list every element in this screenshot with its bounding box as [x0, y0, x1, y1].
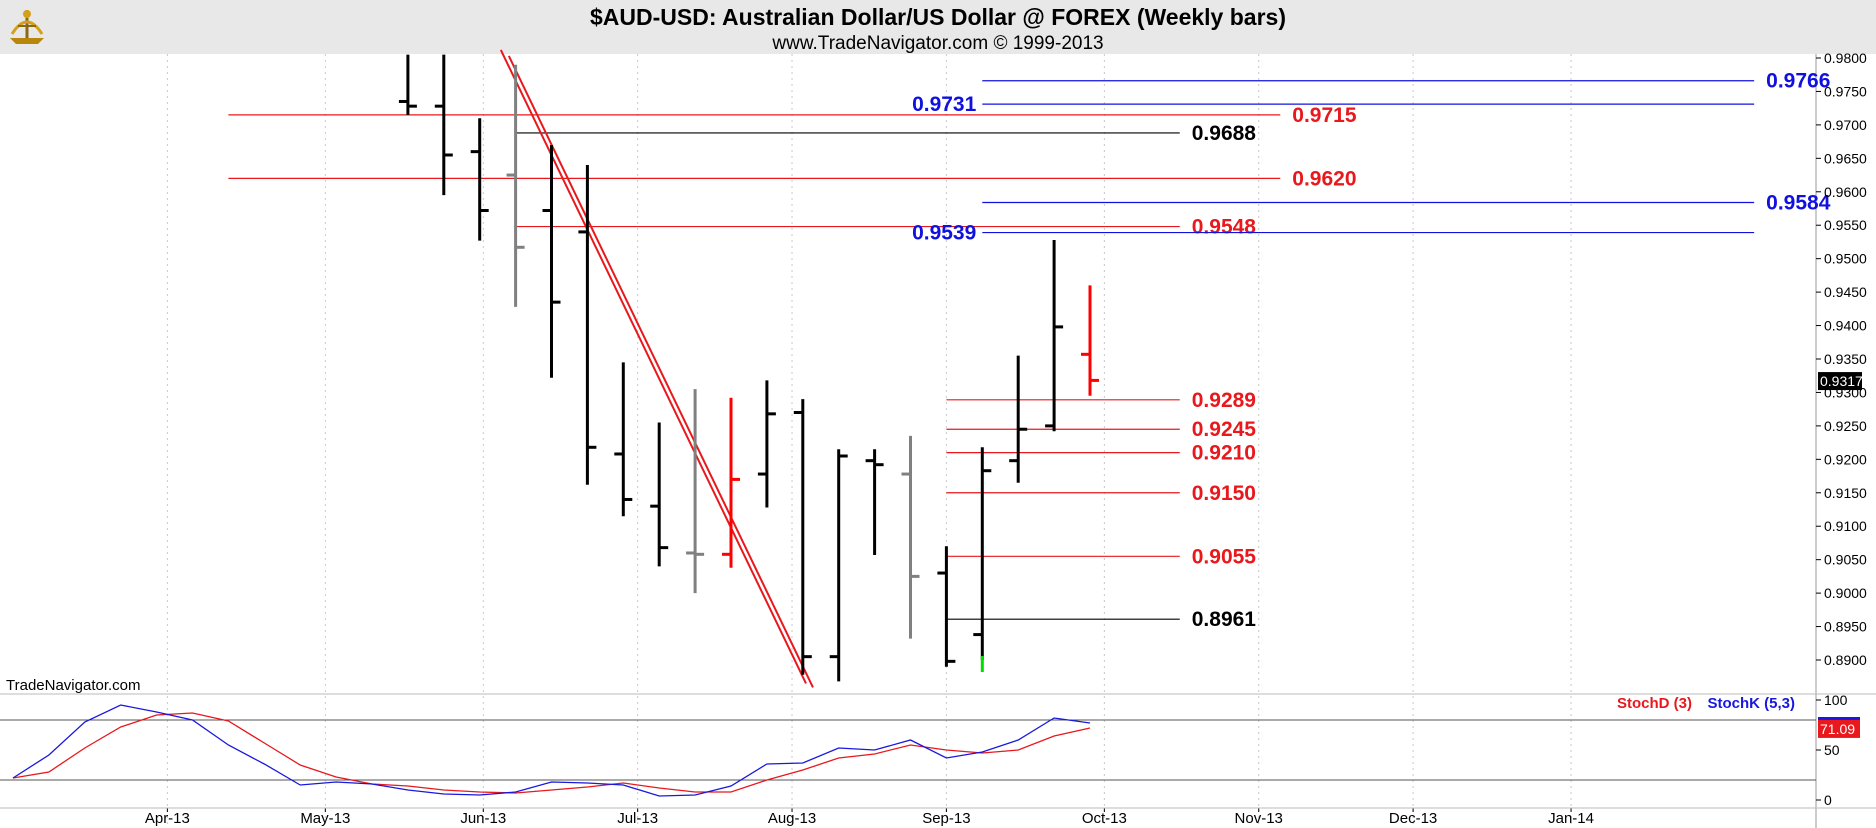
time-tick-label: Jun-13 — [460, 810, 506, 827]
time-axis: Apr-13 May-13 Jun-13 Jul-13 Aug-13 Sep-13 Oct-… — [0, 807, 1876, 827]
price-tick-label: 0.9750 — [1824, 83, 1867, 99]
time-tick-label: Aug-13 — [768, 810, 816, 827]
levels-layer: 0.9766 0.9731 0.9715 0.9688 0.9620 0.9584 0.95… — [228, 70, 1831, 631]
stoch-k-marker — [1818, 717, 1860, 721]
chart-title: $AUD-USD: Australian Dollar/US Dollar @ … — [590, 4, 1286, 30]
sextant-logo-icon — [4, 4, 50, 48]
price-tick-label: 0.9200 — [1824, 451, 1867, 467]
level-label: 0.9210 — [1192, 442, 1256, 465]
level-label: 0.9731 — [912, 93, 977, 116]
stoch-tick-label: 50 — [1824, 742, 1840, 758]
time-tick-label: Dec-13 — [1389, 810, 1437, 827]
stoch-value-box — [1818, 719, 1860, 738]
level-label: 0.9245 — [1192, 418, 1257, 441]
time-tick-label: Sep-13 — [922, 810, 970, 827]
time-tick-label: Jul-13 — [617, 810, 658, 827]
stochastic-panel: 100 50 0 71.09 — [0, 692, 1860, 808]
last-price-label: 0.9317 — [1820, 373, 1863, 389]
time-tick-label: Oct-13 — [1082, 810, 1127, 827]
price-tick-label: 0.9450 — [1824, 284, 1867, 300]
price-axis: 0.9800 0.9750 0.9700 0.9650 0.9600 0.9550 0.95… — [1816, 50, 1867, 668]
price-tick-label: 0.9150 — [1824, 485, 1867, 501]
time-tick-label: Apr-13 — [145, 810, 190, 827]
stoch-d-line — [12, 712, 1091, 794]
price-tick-label: 0.9500 — [1824, 251, 1867, 267]
level-label: 0.8961 — [1192, 608, 1257, 631]
price-tick-label: 0.8950 — [1824, 619, 1867, 635]
price-tick-label: 0.9000 — [1824, 585, 1867, 601]
price-tick-label: 0.9600 — [1824, 184, 1867, 200]
legend-stochk: StochK (5,3) — [1707, 695, 1795, 712]
chart-subtitle: www.TradeNavigator.com © 1999-2013 — [771, 33, 1103, 54]
trendline-b — [507, 55, 814, 688]
level-label: 0.9289 — [1192, 389, 1256, 412]
time-tick-label: May-13 — [300, 810, 350, 827]
bars-layer — [398, 54, 1099, 682]
price-tick-label: 0.9650 — [1824, 150, 1867, 166]
trend-layer — [499, 49, 814, 688]
level-label: 0.9766 — [1766, 70, 1830, 93]
price-tick-label: 0.9250 — [1824, 418, 1867, 434]
level-label: 0.9715 — [1292, 104, 1357, 127]
price-tick-label: 0.9100 — [1824, 518, 1867, 534]
grid-layer — [166, 54, 1817, 828]
price-tick-label: 0.9050 — [1824, 552, 1867, 568]
time-tick-label: Jan-14 — [1548, 810, 1594, 827]
price-tick-label: 0.9400 — [1824, 318, 1867, 334]
price-tick-label: 0.8900 — [1824, 652, 1867, 668]
price-tick-label: 0.9800 — [1824, 50, 1867, 66]
header-band — [0, 0, 1876, 54]
price-tick-label: 0.9700 — [1824, 117, 1867, 133]
level-label: 0.9620 — [1292, 167, 1356, 190]
level-label: 0.9688 — [1192, 122, 1257, 145]
level-label: 0.9584 — [1766, 191, 1831, 214]
legend-stochd: StochD (3) — [1617, 695, 1692, 712]
stoch-k-line — [12, 704, 1091, 797]
stoch-value-label: 71.09 — [1820, 721, 1855, 737]
level-label: 0.9150 — [1192, 482, 1256, 505]
price-tick-label: 0.9550 — [1824, 217, 1867, 233]
last-price-box — [1818, 372, 1862, 391]
level-label: 0.9055 — [1192, 545, 1257, 568]
trendline-a — [499, 49, 807, 684]
stoch-tick-label: 100 — [1824, 692, 1848, 708]
stoch-tick-label: 0 — [1824, 792, 1832, 808]
level-label: 0.9539 — [912, 222, 976, 245]
price-tick-label: 0.9350 — [1824, 351, 1867, 367]
level-label: 0.9548 — [1192, 216, 1257, 239]
time-tick-label: Nov-13 — [1235, 810, 1283, 827]
watermark: TradeNavigator.com — [6, 677, 141, 694]
